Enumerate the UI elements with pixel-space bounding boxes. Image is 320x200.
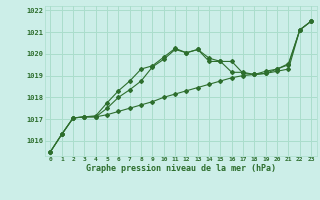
X-axis label: Graphe pression niveau de la mer (hPa): Graphe pression niveau de la mer (hPa): [86, 164, 276, 173]
